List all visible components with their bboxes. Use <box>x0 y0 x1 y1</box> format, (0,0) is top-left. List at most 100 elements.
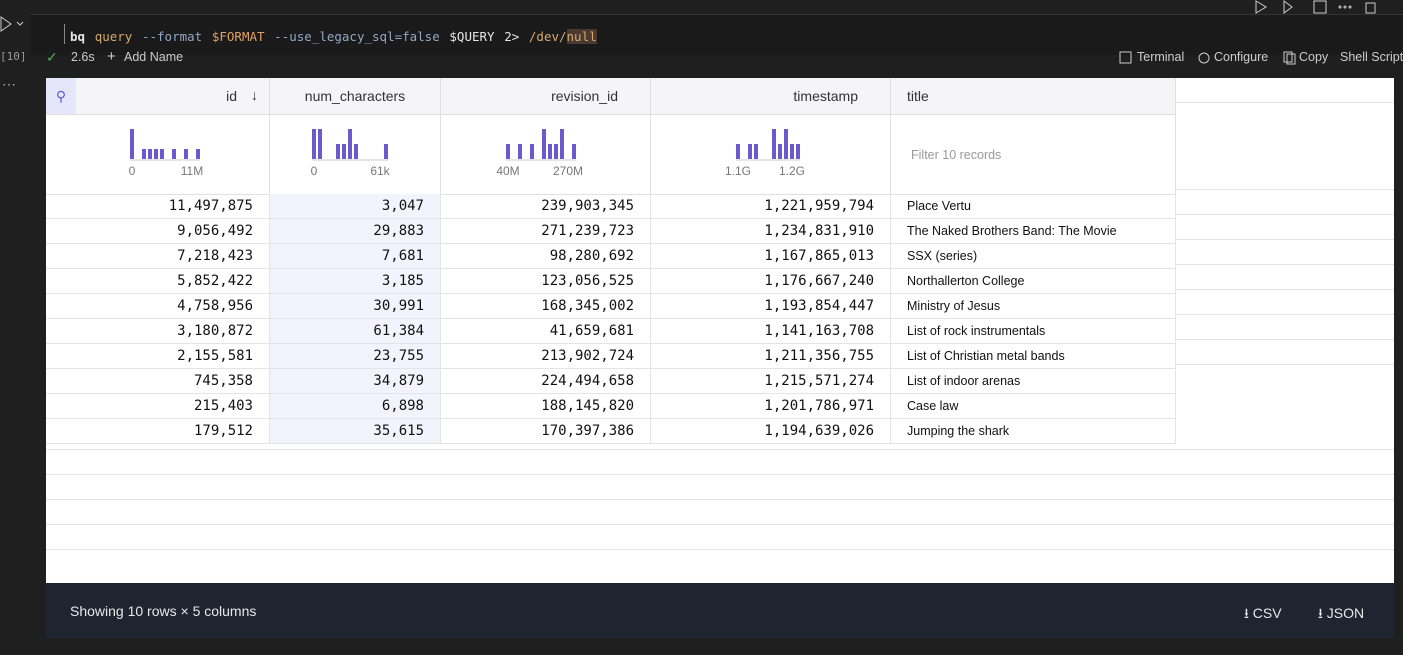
run-button[interactable] <box>0 16 26 32</box>
download-csv[interactable]: ⭳ CSV <box>1244 605 1282 621</box>
histogram-label: 1.2G <box>779 164 805 178</box>
toolbar-configure[interactable]: Configure <box>1214 50 1269 64</box>
token: 2> <box>504 29 520 44</box>
number-cell: 6,898 <box>270 394 441 419</box>
histogram-bar <box>312 129 316 159</box>
success-icon: ✓ <box>46 49 58 65</box>
grid-line <box>46 449 1394 450</box>
add-name[interactable]: Add Name <box>124 50 184 64</box>
number-cell: 1,141,163,708 <box>651 319 891 344</box>
cell-actions[interactable] <box>1250 0 1400 14</box>
number-cell: 1,193,854,447 <box>651 294 891 319</box>
histogram-bar <box>790 144 794 159</box>
number-cell: 2,155,581 <box>46 344 270 369</box>
toolbar-terminal[interactable]: Terminal <box>1137 50 1185 64</box>
number-cell: 215,403 <box>46 394 270 419</box>
grid-line <box>46 474 1394 475</box>
histogram-bar <box>172 149 176 159</box>
column-header[interactable]: title <box>891 78 1176 114</box>
number-cell: 224,494,658 <box>441 369 651 394</box>
pin-button[interactable]: ⚲ <box>46 78 76 114</box>
histogram-label: 61k <box>370 164 390 178</box>
duration: 2.6s <box>71 50 95 64</box>
row-summary: Showing 10 rows × 5 columns <box>70 603 257 619</box>
token: query <box>94 29 133 44</box>
number-cell: 98,280,692 <box>441 244 651 269</box>
plus-icon[interactable]: + <box>107 48 116 65</box>
histogram-bar <box>518 144 522 159</box>
filter-input[interactable]: Filter 10 records <box>911 148 1002 162</box>
number-cell: 1,201,786,971 <box>651 394 891 419</box>
number-cell: 168,345,002 <box>441 294 651 319</box>
column-header[interactable]: timestamp <box>651 78 891 114</box>
number-cell: 23,755 <box>270 344 441 369</box>
histogram-bar <box>754 144 758 159</box>
number-cell: 61,384 <box>270 319 441 344</box>
histogram: 40M 270M <box>496 129 583 178</box>
grid-line <box>1176 339 1394 340</box>
histogram: 0 61k <box>311 129 391 178</box>
column-header[interactable]: id <box>46 78 270 114</box>
download-label: CSV <box>1252 605 1282 621</box>
histogram-bar <box>554 144 558 159</box>
histogram-bar <box>336 144 340 159</box>
number-cell: 29,883 <box>270 219 441 244</box>
histogram-bar <box>796 144 800 159</box>
toolbar-shell[interactable]: Shell Script <box>1340 50 1403 64</box>
number-cell: 170,397,386 <box>441 419 651 444</box>
histogram-label: 11M <box>181 164 203 178</box>
more[interactable]: ⋯ <box>2 76 16 92</box>
exec-count: [10] <box>0 50 27 63</box>
number-cell: 7,218,423 <box>46 244 270 269</box>
cell-editor[interactable] <box>30 14 1403 55</box>
number-cell: 3,185 <box>270 269 441 294</box>
column-divider <box>440 114 441 194</box>
number-cell: 9,056,492 <box>46 219 270 244</box>
grid-line <box>1176 289 1394 290</box>
histogram-bar <box>354 144 358 159</box>
number-cell: 1,215,571,274 <box>651 369 891 394</box>
histogram-label: 0 <box>129 164 136 178</box>
number-cell: 4,758,956 <box>46 294 270 319</box>
histogram-bar <box>348 129 352 159</box>
number-cell: 30,991 <box>270 294 441 319</box>
number-cell: 1,221,959,794 <box>651 194 891 219</box>
grid-line <box>1176 214 1394 215</box>
column-divider <box>890 114 891 194</box>
histogram-bar <box>154 149 158 159</box>
number-cell: 179,512 <box>46 419 270 444</box>
column-header[interactable]: num_characters <box>270 78 441 114</box>
download-json[interactable]: ⭳ JSON <box>1318 605 1365 621</box>
title-cell: List of indoor arenas <box>891 369 1176 394</box>
histogram-bar <box>736 144 740 159</box>
histogram-bar <box>342 144 346 159</box>
number-cell: 41,659,681 <box>441 319 651 344</box>
title-cell: List of rock instrumentals <box>891 319 1176 344</box>
grid-line <box>1176 264 1394 265</box>
title-cell: Place Vertu <box>891 194 1176 219</box>
grid-line <box>46 524 1394 525</box>
number-cell: 213,902,724 <box>441 344 651 369</box>
grid-line <box>46 549 1394 550</box>
histogram-bar <box>548 144 552 159</box>
grid-line <box>46 499 1394 500</box>
toolbar-icons <box>1119 51 1296 65</box>
number-cell: 35,615 <box>270 419 441 444</box>
histogram-bar <box>196 149 200 159</box>
histogram: 0 11M <box>129 129 203 178</box>
download-label: JSON <box>1326 605 1365 621</box>
column-header[interactable]: revision_id <box>441 78 651 114</box>
toolbar-copy[interactable]: Copy <box>1299 50 1329 64</box>
histogram-bar <box>384 144 388 159</box>
histogram-bar <box>142 149 146 159</box>
number-cell: 745,358 <box>46 369 270 394</box>
number-cell: 123,056,525 <box>441 269 651 294</box>
histogram-bar <box>530 144 534 159</box>
histogram-label: 0 <box>311 164 318 178</box>
histogram-label: 40M <box>496 164 519 178</box>
histogram-bar <box>506 144 510 159</box>
number-cell: 1,176,667,240 <box>651 269 891 294</box>
histogram-bar <box>160 149 164 159</box>
title-cell: Jumping the shark <box>891 419 1176 444</box>
token: --format <box>141 29 203 44</box>
